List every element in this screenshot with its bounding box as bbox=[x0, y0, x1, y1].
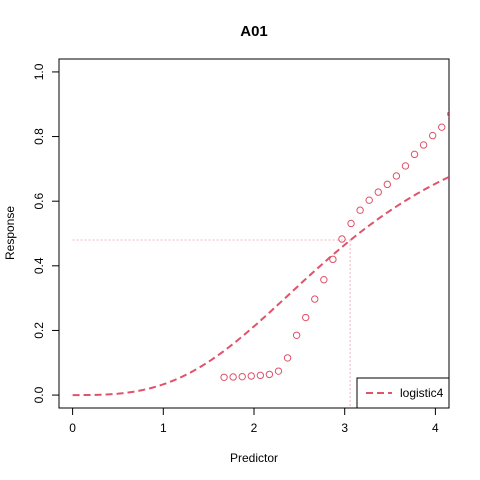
data-point bbox=[419, 141, 428, 149]
x-axis: 0 1 2 3 4 bbox=[69, 407, 439, 435]
data-point bbox=[428, 131, 437, 140]
y-tick-label: 0.8 bbox=[32, 128, 46, 145]
x-tick-label: 0 bbox=[69, 421, 76, 435]
y-tick-label: 0.4 bbox=[32, 257, 46, 274]
data-point bbox=[347, 219, 355, 228]
data-points bbox=[220, 110, 449, 382]
data-point bbox=[338, 235, 346, 243]
plot-box bbox=[58, 58, 450, 409]
data-point bbox=[447, 110, 449, 118]
y-axis: 0.0 0.2 0.4 0.6 0.8 1.0 bbox=[32, 63, 60, 403]
x-tick-label: 3 bbox=[341, 421, 348, 435]
fit-curve-logistic4 bbox=[72, 176, 449, 397]
y-tick-label: 0.0 bbox=[32, 386, 46, 403]
data-point bbox=[401, 162, 410, 170]
chart-title: A01 bbox=[240, 23, 268, 40]
data-point bbox=[283, 354, 292, 362]
x-tick-label: 1 bbox=[160, 421, 167, 435]
data-point bbox=[229, 373, 237, 381]
data-point bbox=[374, 188, 382, 196]
data-point bbox=[265, 370, 274, 379]
data-point bbox=[301, 313, 310, 322]
data-point bbox=[329, 255, 337, 264]
legend: logistic4 bbox=[356, 377, 450, 409]
data-point bbox=[311, 295, 319, 303]
data-point bbox=[383, 180, 392, 189]
data-point bbox=[220, 373, 228, 382]
y-axis-label: Response bbox=[3, 206, 17, 260]
y-tick-label: 0.6 bbox=[32, 193, 46, 210]
x-tick-label: 2 bbox=[251, 421, 258, 435]
data-point bbox=[320, 276, 328, 284]
data-point bbox=[410, 150, 419, 159]
data-point bbox=[292, 331, 301, 339]
data-point bbox=[256, 371, 265, 380]
reference-lines bbox=[72, 239, 351, 408]
data-point bbox=[438, 123, 446, 131]
data-point bbox=[247, 372, 255, 380]
data-point bbox=[392, 172, 401, 180]
data-point bbox=[365, 196, 373, 204]
y-tick-label: 1.0 bbox=[32, 63, 46, 80]
data-point bbox=[238, 372, 246, 381]
y-tick-label: 0.2 bbox=[32, 322, 46, 339]
data-point bbox=[274, 367, 283, 375]
x-tick-label: 4 bbox=[432, 421, 439, 435]
x-axis-label: Predictor bbox=[230, 451, 278, 465]
legend-label-logistic4: logistic4 bbox=[400, 386, 444, 400]
data-point bbox=[356, 206, 364, 214]
